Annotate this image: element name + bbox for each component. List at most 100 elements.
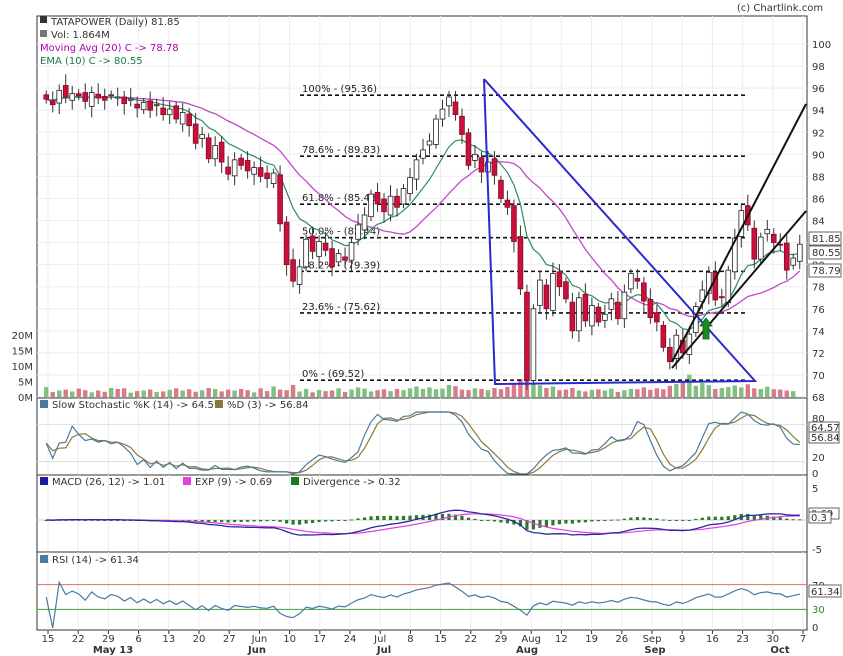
macd-divergence-bar [785,518,789,520]
candle-body [374,191,381,205]
ema-readout: 80.55 [812,248,841,259]
candle-body [270,172,277,184]
price-tick-label: 68 [812,393,825,404]
volume-bar [264,391,270,397]
macd-divergence-bar [103,520,107,521]
x-tick-label: 8 [407,634,413,645]
macd-divergence-bar [116,519,120,521]
price-tick-label: 98 [812,62,825,73]
volume-bar [355,387,361,397]
volume-bar [342,392,348,397]
x-tick-label: Sep [643,634,662,645]
candle-body [770,233,777,243]
macd-divergence-bar [310,520,315,523]
volume-bar [557,390,562,397]
macd-divergence-bar [375,515,380,520]
macd-divergence-bar [284,520,289,524]
macd-divergence-bar [213,520,217,522]
volume-bar [401,390,406,397]
volume-tick-label: 20M [12,331,33,342]
macd-divergence-bar [518,520,523,527]
candle-body [49,100,56,106]
candle-body [783,242,790,271]
x-tick-label: 23 [736,634,749,645]
volume-bar [368,391,374,397]
candle-body [550,273,556,311]
candle-body [108,94,115,97]
volume-bar [109,388,114,397]
macd-divergence-bar [629,517,633,520]
candle-body [706,271,712,294]
volume-bar [745,384,750,397]
volume-bar [141,390,146,397]
volume-bar [225,389,231,397]
volume-bar [654,388,660,397]
x-tick-label: Jul [373,634,386,645]
fibonacci-label: 23.6% - (75.62) [302,302,380,313]
candle-body [348,242,355,261]
candle-body [322,242,329,251]
volume-bar [576,390,582,397]
volume-bar [316,389,322,397]
macd-divergence-bar [512,520,516,525]
macd-tick-m5: -5 [812,545,822,556]
macd-divergence-bar [733,515,737,520]
candle-body [199,134,205,139]
volume-bar [63,389,68,397]
candle-body [433,118,439,145]
x-tick-label: 13 [162,634,175,645]
macd-divergence-bar [635,517,639,520]
x-tick-label: 24 [344,634,357,645]
volume-bar [50,392,55,397]
volume-bar [758,388,763,397]
price-tick-label: 70 [812,371,825,382]
macd-divergence-bar [791,519,795,521]
volume-bar [121,388,127,397]
volume-bar [732,385,737,397]
volume-bar [414,386,419,397]
stoch-tick-0: 0 [812,469,818,480]
price-tick-label: 92 [812,128,825,139]
macd-divergence-bar [544,520,549,528]
candle-body [238,157,244,166]
macd-divergence-bar [609,519,613,521]
macd-panel [36,474,808,553]
volume-bar [115,388,120,397]
volume-bar [674,383,679,397]
candle-body [602,313,608,321]
candle-body [511,205,517,242]
candle-body [361,214,368,231]
rsi-tick-30: 30 [812,605,825,616]
volume-bar [219,391,224,397]
volume-bar [381,389,387,397]
macd-divergence-bar [616,519,620,521]
volume-bar [550,386,556,397]
macd-divergence-bar [349,519,354,521]
volume-bar [297,391,302,397]
macd-divergence-bar [577,520,581,523]
candle-body [303,238,309,268]
volume-bar [375,390,380,397]
volume-bar [784,390,789,397]
macd-line [46,509,800,536]
candle-body [296,266,303,285]
candle-body [459,115,465,135]
macd-divergence-bar [752,515,756,520]
candle-body [543,284,550,310]
volume-bar [102,391,107,397]
candle-body [407,177,413,194]
macd-divergence-bar [194,520,198,522]
x-tick-label: 20 [193,634,206,645]
volume-bar [154,392,159,397]
candle-body [101,96,108,101]
candle-body [757,236,764,260]
volume-bar [76,388,81,397]
macd-divergence-bar [479,520,484,521]
candle-body [192,123,199,144]
macd-divergence-bar [564,520,568,524]
candle-body [725,269,732,304]
volume-tick-label: 15M [12,347,33,358]
macd-div-readout: 0.3 [811,513,827,524]
volume-bar [563,389,569,397]
rsi-label: RSI (14) -> 61.34 [52,555,139,566]
